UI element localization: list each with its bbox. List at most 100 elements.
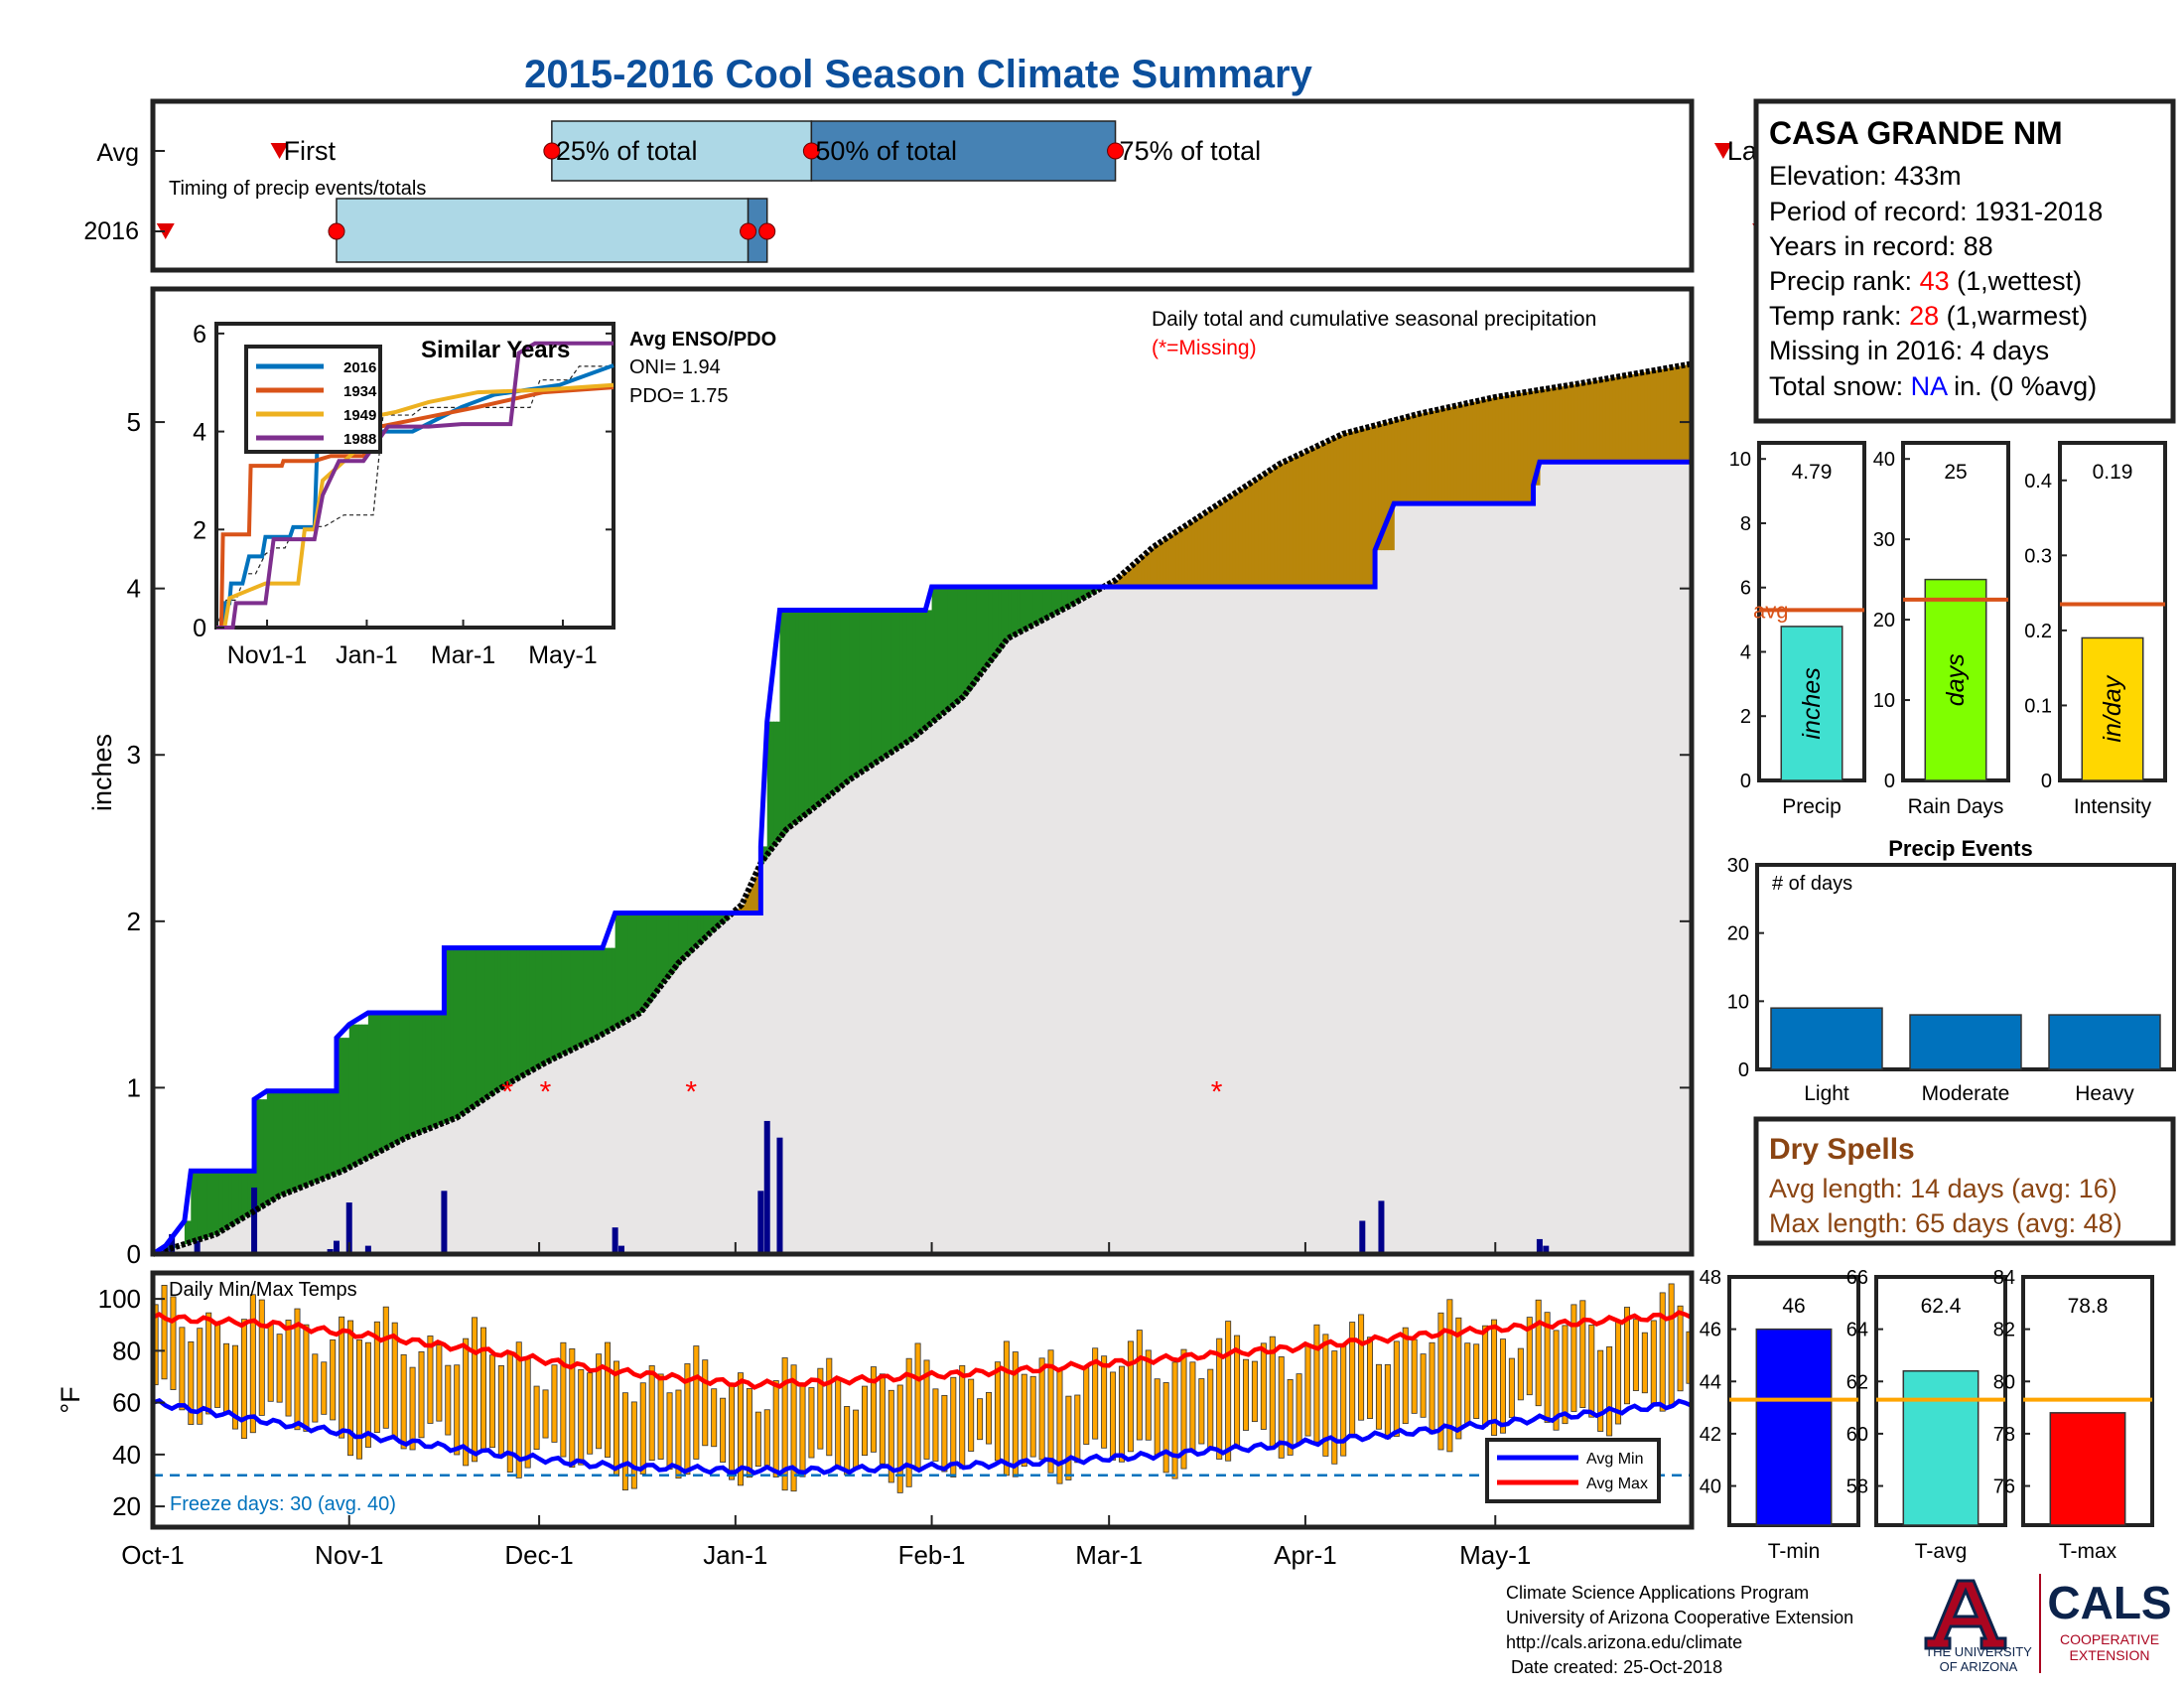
events-subtitle: # of days (1772, 873, 1852, 895)
below-avg-slice (1014, 586, 1019, 635)
below-avg-slice (399, 1013, 404, 1142)
below-avg-slice (836, 610, 841, 790)
avg-max-line (152, 1310, 1693, 1390)
below-avg-slice (707, 913, 711, 936)
below-avg-slice (646, 913, 651, 1005)
above-avg-slice (1238, 491, 1243, 587)
below-avg-slice (1029, 586, 1034, 628)
below-avg-slice (504, 947, 508, 1086)
inset-xtick-label: Nov1-1 (227, 641, 308, 669)
below-avg-slice (703, 913, 708, 939)
above-avg-slice (1175, 532, 1179, 587)
daily-precip-bar (333, 1240, 340, 1254)
inset-title: Similar Years (421, 337, 570, 363)
below-avg-slice (206, 1171, 211, 1237)
daily-temp-range-bar (1641, 1332, 1648, 1394)
daily-temp-range-bar (702, 1359, 709, 1447)
daily-temp-range-bar (161, 1284, 168, 1380)
above-avg-slice (1314, 447, 1319, 587)
below-avg-slice (542, 947, 547, 1065)
intensity-ytick-label: 0 (2041, 771, 2052, 792)
above-avg-slice (1327, 441, 1332, 587)
above-avg-slice (1304, 451, 1309, 587)
above-avg-slice (1685, 364, 1690, 463)
below-avg-slice (336, 1038, 341, 1174)
below-avg-slice (308, 1090, 313, 1186)
below-avg-slice (617, 913, 622, 1026)
below-avg-slice (859, 610, 864, 774)
above-avg-slice (1456, 405, 1461, 504)
above-avg-slice (1298, 454, 1303, 587)
above-avg-slice (1634, 373, 1639, 463)
above-avg-slice (751, 884, 755, 914)
above-avg-slice (1229, 496, 1234, 587)
t-min-ytick-label: 44 (1700, 1371, 1721, 1393)
below-avg-slice (792, 610, 797, 825)
above-avg-slice (1517, 393, 1522, 504)
below-avg-slice (1074, 586, 1078, 604)
below-avg-slice (937, 586, 942, 718)
below-avg-slice (418, 1013, 423, 1133)
inset-series-line (216, 341, 614, 630)
dry-max-length: Max length: 65 days (avg: 48) (1769, 1208, 2122, 1238)
daily-precip-bar (757, 1191, 764, 1254)
precip-ytick-label: 2 (127, 907, 141, 936)
timing-caption: Timing of precip events/totals (169, 178, 426, 200)
below-avg-slice (351, 1024, 356, 1167)
below-avg-slice (1032, 586, 1037, 626)
above-avg-slice (1476, 401, 1480, 504)
below-avg-slice (519, 947, 524, 1077)
above-avg-slice (1207, 511, 1211, 587)
above-avg-slice (1523, 392, 1528, 504)
above-avg-slice (1283, 462, 1288, 587)
below-avg-slice (817, 610, 822, 805)
below-avg-slice (545, 947, 550, 1063)
above-avg-slice (1387, 422, 1392, 551)
below-avg-slice (466, 947, 471, 1112)
below-avg-slice (570, 947, 575, 1051)
above-avg-slice (1339, 435, 1344, 587)
above-avg-slice (1504, 395, 1509, 504)
below-avg-slice (577, 947, 582, 1048)
daily-temp-range-bar (427, 1336, 434, 1424)
below-avg-slice (899, 610, 904, 747)
daily-temp-range-bar (613, 1360, 619, 1477)
above-avg-slice (1485, 399, 1490, 504)
below-avg-slice (478, 947, 483, 1103)
chart-title: 2015-2016 Cool Season Climate Summary (524, 53, 1312, 96)
daily-temp-range-bar (977, 1398, 984, 1441)
daily-temp-range-bar (1154, 1378, 1160, 1456)
daily-temp-range-bar (1632, 1319, 1639, 1391)
precip-ylabel: inches (87, 734, 117, 811)
daily-temp-range-bar (621, 1392, 628, 1491)
above-avg-slice (1482, 399, 1487, 504)
daily-temp-range-bar (294, 1308, 301, 1431)
below-avg-slice (473, 947, 477, 1107)
below-avg-slice (488, 947, 492, 1097)
above-avg-slice (1203, 513, 1208, 587)
below-avg-slice (500, 947, 505, 1088)
below-avg-slice (342, 1038, 347, 1172)
below-avg-slice (209, 1171, 214, 1236)
above-avg-slice (745, 898, 750, 914)
below-avg-slice (431, 1013, 436, 1128)
above-avg-slice (1384, 422, 1389, 551)
below-avg-slice (694, 913, 699, 948)
daily-temp-range-bar (630, 1401, 637, 1489)
daily-temp-range-bar (1544, 1312, 1551, 1423)
below-avg-slice (453, 947, 458, 1119)
below-avg-slice (606, 947, 610, 1033)
below-avg-slice (922, 610, 926, 731)
below-avg-slice (463, 947, 468, 1114)
xtick-label: Apr-1 (1274, 1540, 1337, 1570)
below-avg-slice (691, 913, 695, 951)
daily-temp-range-bar (1570, 1304, 1577, 1412)
below-avg-slice (1011, 586, 1016, 637)
below-avg-slice (238, 1171, 242, 1221)
below-avg-slice (928, 610, 933, 726)
daily-temp-range-bar (1225, 1321, 1232, 1462)
daily-temp-range-bar (382, 1306, 389, 1429)
below-avg-slice (630, 913, 635, 1019)
above-avg-slice (1450, 406, 1455, 504)
below-avg-slice (662, 913, 667, 984)
